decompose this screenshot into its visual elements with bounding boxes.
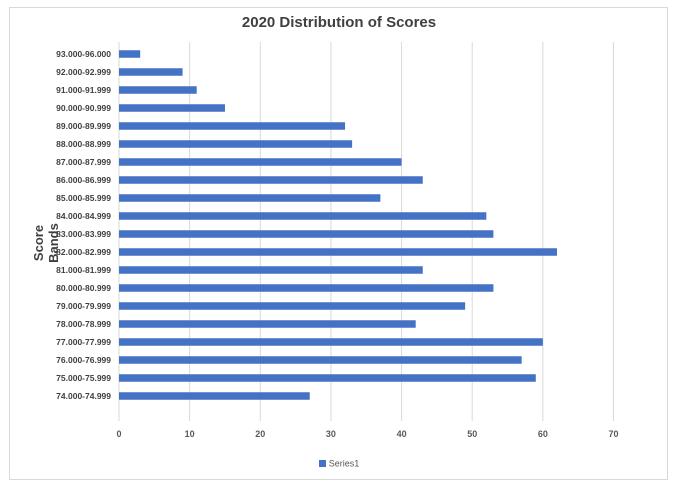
bar	[119, 104, 225, 112]
bar	[119, 356, 522, 364]
y-tick-label: 82.000-82.999	[56, 247, 111, 257]
bar	[119, 86, 197, 94]
y-tick-label: 92.000-92.999	[56, 67, 111, 77]
y-tick-label: 78.000-78.999	[56, 319, 111, 329]
bar	[119, 194, 381, 202]
y-tick-label: 76.000-76.999	[56, 355, 111, 365]
bar	[119, 230, 494, 238]
y-tick-label: 81.000-81.999	[56, 265, 111, 275]
bar	[119, 122, 346, 130]
bar	[119, 392, 310, 400]
y-tick-label: 90.000-90.999	[56, 103, 111, 113]
legend: Series1	[0, 458, 678, 469]
bar	[119, 320, 416, 328]
bar	[119, 338, 543, 346]
bar	[119, 50, 141, 58]
legend-label: Series1	[328, 458, 360, 469]
x-tick-label: 0	[116, 429, 121, 439]
bar	[119, 374, 536, 382]
x-tick-label: 10	[185, 429, 195, 439]
bar	[119, 158, 402, 166]
y-tick-label: 86.000-86.999	[56, 175, 111, 185]
legend-swatch	[318, 460, 326, 468]
x-tick-label: 30	[326, 429, 336, 439]
y-tick-label: 93.000-96.000	[56, 49, 111, 59]
y-tick-label: 83.000-83.999	[56, 229, 111, 239]
y-tick-label: 88.000-88.999	[56, 139, 111, 149]
bar	[119, 176, 423, 184]
bar	[119, 266, 423, 274]
y-tick-label: 79.000-79.999	[56, 301, 111, 311]
chart-title: 2020 Distribution of Scores	[241, 14, 437, 31]
bar	[119, 284, 494, 292]
x-tick-label: 40	[397, 429, 407, 439]
y-tick-label: 80.000-80.999	[56, 283, 111, 293]
y-tick-label: 87.000-87.999	[56, 157, 111, 167]
bar	[119, 140, 353, 148]
bar	[119, 248, 557, 256]
y-tick-label: 75.000-75.999	[56, 373, 111, 383]
y-tick-label: 91.000-91.999	[56, 85, 111, 95]
y-tick-label: 89.000-89.999	[56, 121, 111, 131]
y-tick-label: 77.000-77.999	[56, 337, 111, 347]
x-tick-label: 60	[538, 429, 548, 439]
y-tick-label: 74.000-74.999	[56, 391, 111, 401]
y-tick-label: 84.000-84.999	[56, 211, 111, 221]
bar	[119, 212, 487, 220]
x-tick-label: 50	[467, 429, 477, 439]
bar	[119, 302, 466, 310]
bar	[119, 68, 183, 76]
x-tick-label: 20	[255, 429, 265, 439]
y-tick-label: 85.000-85.999	[56, 193, 111, 203]
x-tick-label: 70	[608, 429, 618, 439]
